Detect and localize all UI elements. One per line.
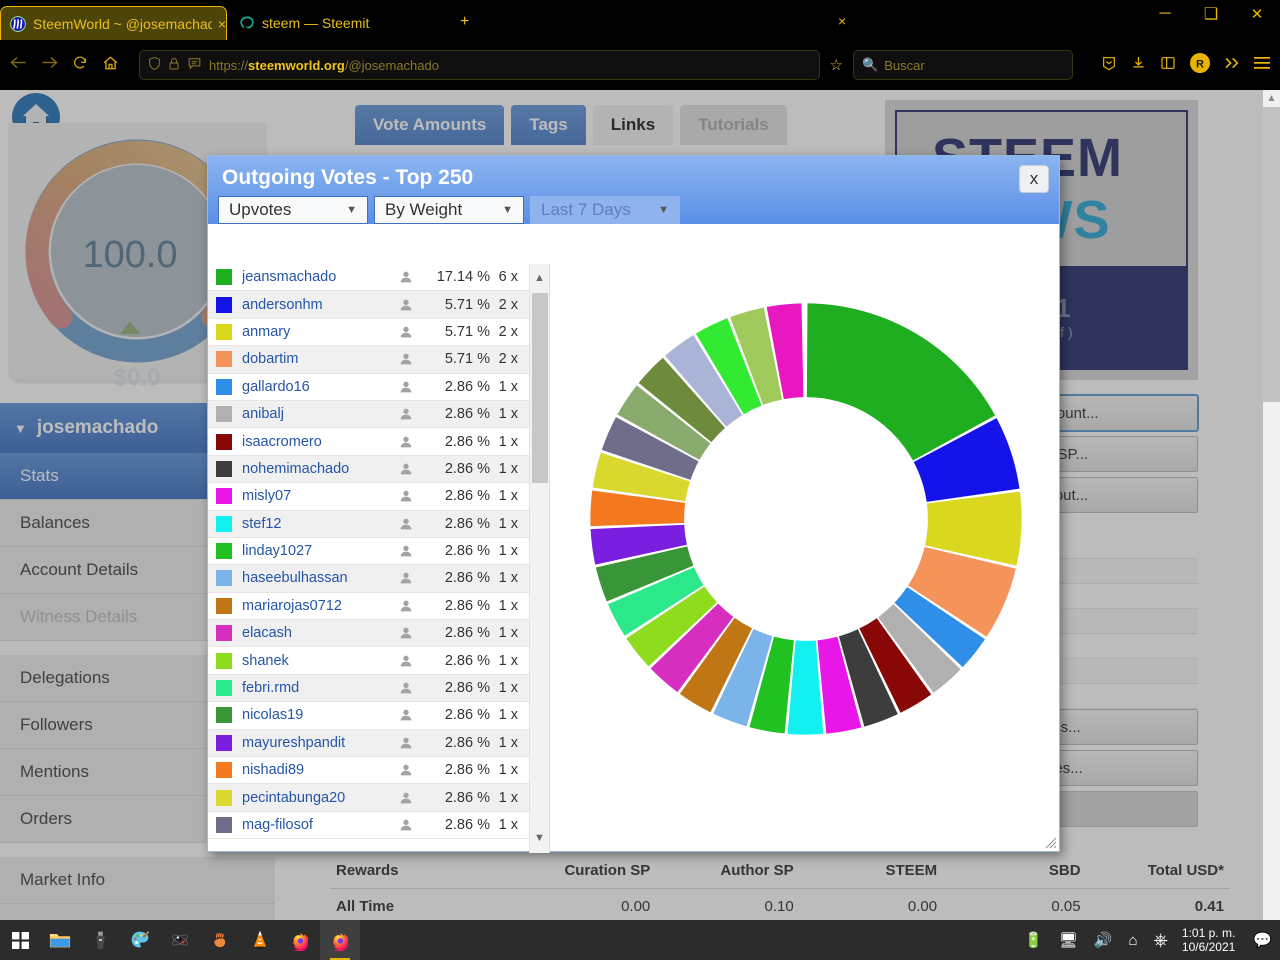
svg-text:R: R	[1196, 58, 1204, 70]
